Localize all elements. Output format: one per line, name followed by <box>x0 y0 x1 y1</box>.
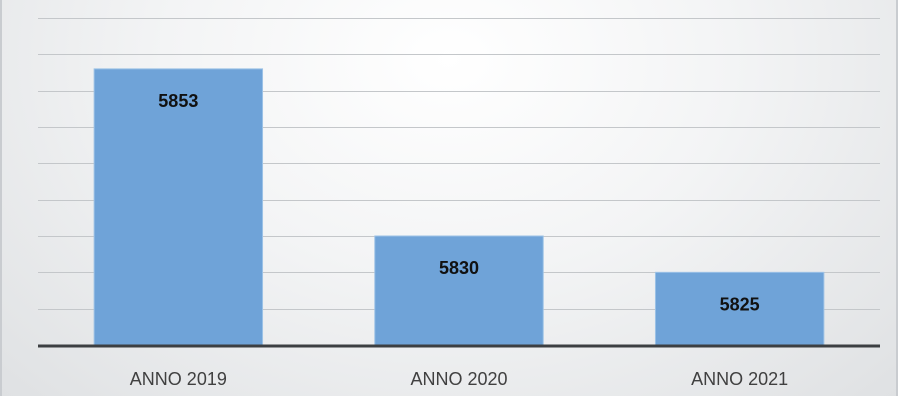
x-tick-label: ANNO 2019 <box>130 369 227 389</box>
x-tick-label: ANNO 2020 <box>410 369 507 389</box>
x-tick-labels: ANNO 2019 ANNO 2020 ANNO 2021 <box>130 369 788 389</box>
data-label: 5853 <box>158 91 198 111</box>
bar <box>374 235 544 346</box>
x-tick-label: ANNO 2021 <box>691 369 788 389</box>
data-labels: 5853 5830 5825 <box>158 91 759 314</box>
bar <box>93 68 264 346</box>
data-label: 5825 <box>720 294 760 314</box>
data-label: 5830 <box>439 258 479 278</box>
bars <box>93 68 825 346</box>
